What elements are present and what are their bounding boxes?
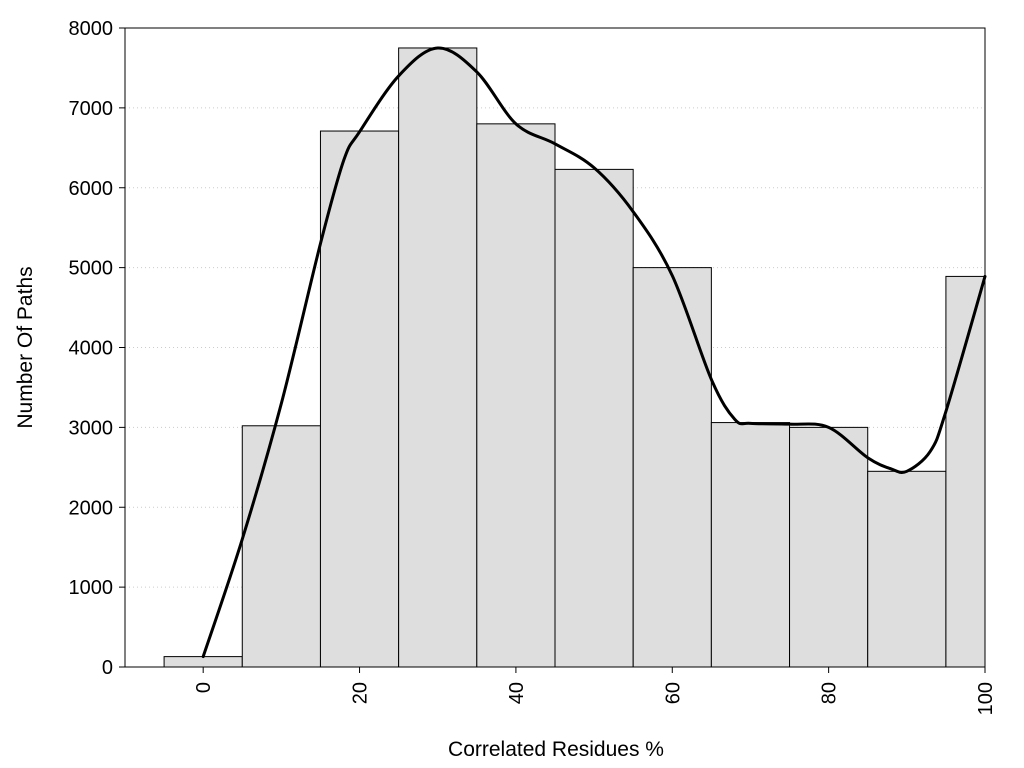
y-tick-label: 8000 bbox=[69, 18, 114, 40]
y-tick-label: 0 bbox=[102, 657, 113, 679]
x-axis-ticks: 0 20 40 60 80 100 bbox=[193, 667, 997, 715]
y-tick-label: 2000 bbox=[69, 497, 114, 519]
histogram-bar bbox=[710, 422, 791, 668]
histogram-bar bbox=[476, 123, 556, 668]
histogram-bar bbox=[319, 130, 400, 668]
density-curve bbox=[201, 46, 987, 659]
histogram-bar bbox=[632, 267, 712, 668]
curve-layer bbox=[201, 46, 987, 659]
x-tick-label: 80 bbox=[819, 682, 841, 704]
histogram-bar bbox=[241, 425, 321, 668]
x-tick-label: 100 bbox=[975, 682, 997, 715]
y-tick-label: 1000 bbox=[69, 577, 114, 599]
histogram-bar bbox=[554, 168, 634, 668]
y-tick-label: 7000 bbox=[69, 98, 114, 120]
y-tick-label: 6000 bbox=[69, 178, 114, 200]
histogram-bar bbox=[945, 275, 986, 668]
y-axis-label: Number Of Paths bbox=[14, 266, 37, 428]
x-tick-label: 0 bbox=[193, 682, 215, 693]
y-tick-label: 5000 bbox=[69, 258, 114, 280]
y-axis-ticks: 0 1000 2000 3000 4000 5000 6000 7000 8000 bbox=[69, 18, 125, 679]
histogram-bar bbox=[398, 47, 478, 668]
histogram-bar bbox=[867, 470, 947, 668]
y-tick-label: 3000 bbox=[69, 417, 114, 439]
x-tick-label: 40 bbox=[506, 682, 528, 704]
x-tick-label: 60 bbox=[662, 682, 684, 704]
x-axis-label: Correlated Residues % bbox=[448, 738, 664, 761]
histogram-bar bbox=[163, 656, 243, 668]
y-tick-label: 4000 bbox=[69, 338, 114, 360]
histogram-bar bbox=[789, 426, 869, 668]
x-tick-label: 20 bbox=[350, 682, 372, 704]
bars-layer bbox=[163, 47, 986, 668]
